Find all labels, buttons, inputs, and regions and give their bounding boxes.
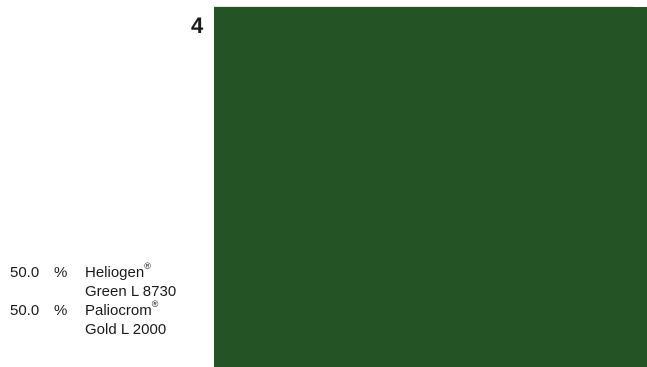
color-swatch <box>214 7 647 367</box>
registered-mark: ® <box>151 299 159 309</box>
pigment-2-percent: 50.0 <box>10 302 40 319</box>
registered-mark: ® <box>144 261 151 271</box>
pigment-2-detail: Gold L 2000 <box>85 321 167 338</box>
pigment-1-unit: % <box>54 264 68 281</box>
pigment-1-brand: Heliogen <box>85 264 145 281</box>
swatch-number: 4 <box>191 13 204 38</box>
pigment-2-unit: % <box>54 302 68 319</box>
swatch-top-line <box>214 6 634 7</box>
pigment-1-percent: 50.0 <box>10 264 40 281</box>
pigment-1-detail: Green L 8730 <box>85 283 177 300</box>
pigment-2-name: Paliocrom® <box>85 299 159 320</box>
pigment-1-name: Heliogen® <box>85 261 151 282</box>
pigment-2-brand: Paliocrom <box>85 302 152 319</box>
